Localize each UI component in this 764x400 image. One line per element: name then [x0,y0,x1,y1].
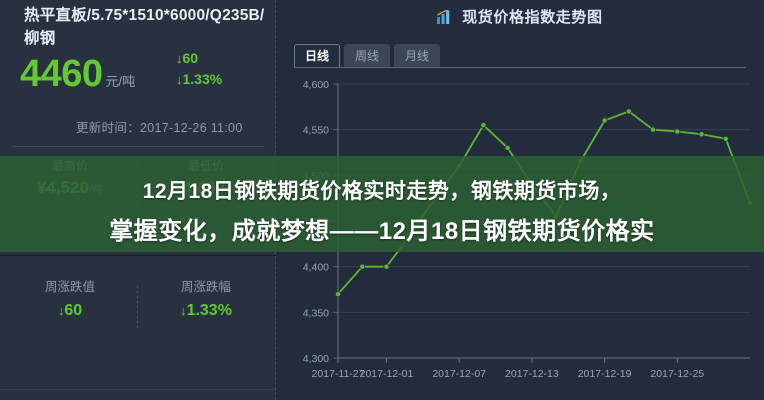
bar-chart-icon [437,9,452,28]
week-change-number: 60 [64,302,83,319]
svg-text:2017-12-01: 2017-12-01 [360,368,414,380]
svg-text:4,300: 4,300 [303,353,329,365]
change-percent-row: ↓1.33% [176,69,262,90]
week-change-cell: 周涨跌值 ↓60 [6,276,134,324]
arrow-down-icon-2: ↓ [175,72,183,87]
svg-text:4,400: 4,400 [303,262,329,274]
price-unit: 元/吨 [105,74,136,89]
arrow-down-icon-3: ↓ [57,303,65,318]
week-percent-cell: 周涨跌幅 ↓1.33% [142,276,270,324]
divider-middle [0,255,276,256]
current-price: 4460 [20,53,103,95]
arrow-down-icon: ↓ [175,51,183,66]
tab-daily[interactable]: 日线 [294,44,340,68]
change-value-row: ↓60 [176,48,262,69]
tabs-underline [294,67,746,68]
arrow-down-icon-4: ↓ [179,303,188,318]
svg-text:4,600: 4,600 [303,79,329,91]
overlay-band-2 [0,198,764,252]
svg-text:2017-12-25: 2017-12-25 [650,368,704,380]
svg-text:2017-12-19: 2017-12-19 [578,368,632,380]
chart-period-tabs[interactable]: 日线 周线 月线 [294,44,440,68]
update-time: 更新时间：2017-12-26 11:00 [76,121,243,135]
week-change-label: 周涨跌值 [44,280,95,294]
svg-text:2017-12-13: 2017-12-13 [505,368,559,380]
svg-text:2017-11-27: 2017-11-27 [312,368,365,380]
overlay-band-1 [0,156,764,198]
divider-top [12,146,264,147]
tab-weekly[interactable]: 周线 [344,44,390,68]
week-percent-label: 周涨跌幅 [180,280,231,294]
price-row: 4460 元/吨 ↓60 ↓1.33% [20,50,270,100]
week-change-value: ↓60 [6,298,134,324]
chart-title-row: 现货价格指数走势图 [276,6,764,28]
week-percent-number: 1.33% [186,302,232,319]
weekly-stats: 周涨跌值 ↓60 周涨跌幅 ↓1.33% [0,276,276,346]
overlay-headline-line1: 12月18日钢铁期货价格实时走势，钢铁期货市场， [142,180,622,203]
divider-bottom [0,389,276,390]
change-value: 60 [182,50,199,66]
chart-title-text: 现货价格指数走势图 [462,9,603,26]
change-block: ↓60 ↓1.33% [176,48,262,90]
product-name: 热平直板/5.75*1510*6000/Q235B/柳钢 [24,7,265,47]
change-percent: 1.33% [182,71,223,87]
tab-monthly[interactable]: 月线 [394,44,440,68]
overlay-headline-line2: 掌握变化，成就梦想——12月18日钢铁期货价格实 [109,218,655,245]
svg-text:4,350: 4,350 [303,307,329,319]
week-percent-value: ↓1.33% [142,298,270,324]
svg-text:4,550: 4,550 [303,125,329,137]
svg-text:2017-12-07: 2017-12-07 [432,368,486,380]
vertical-divider-2 [137,286,138,330]
